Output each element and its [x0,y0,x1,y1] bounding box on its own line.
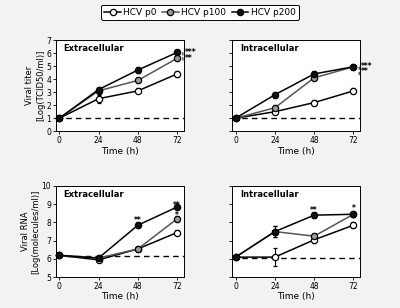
Text: **: ** [173,201,181,210]
Text: ***: *** [361,62,372,71]
Text: **: ** [134,216,142,225]
Text: *: * [175,211,179,220]
X-axis label: Time (h): Time (h) [277,293,315,302]
Y-axis label: Viral titer
[Log(TCID50/ml)]: Viral titer [Log(TCID50/ml)] [26,50,45,121]
X-axis label: Time (h): Time (h) [277,147,315,156]
Text: ***: *** [184,48,196,57]
Text: Extracellular: Extracellular [64,190,124,199]
Text: Intracellular: Intracellular [240,44,298,53]
X-axis label: Time (h): Time (h) [101,147,139,156]
Text: **: ** [361,67,368,76]
Text: Intracellular: Intracellular [240,190,298,199]
Text: *: * [352,204,355,213]
Text: Extracellular: Extracellular [64,44,124,53]
Text: **: ** [184,55,192,63]
X-axis label: Time (h): Time (h) [101,293,139,302]
Text: **: ** [310,206,318,215]
Legend: HCV p0, HCV p100, HCV p200: HCV p0, HCV p100, HCV p200 [101,5,299,20]
Y-axis label: Viral RNA
[Log(molecules/ml)]: Viral RNA [Log(molecules/ml)] [21,189,40,274]
